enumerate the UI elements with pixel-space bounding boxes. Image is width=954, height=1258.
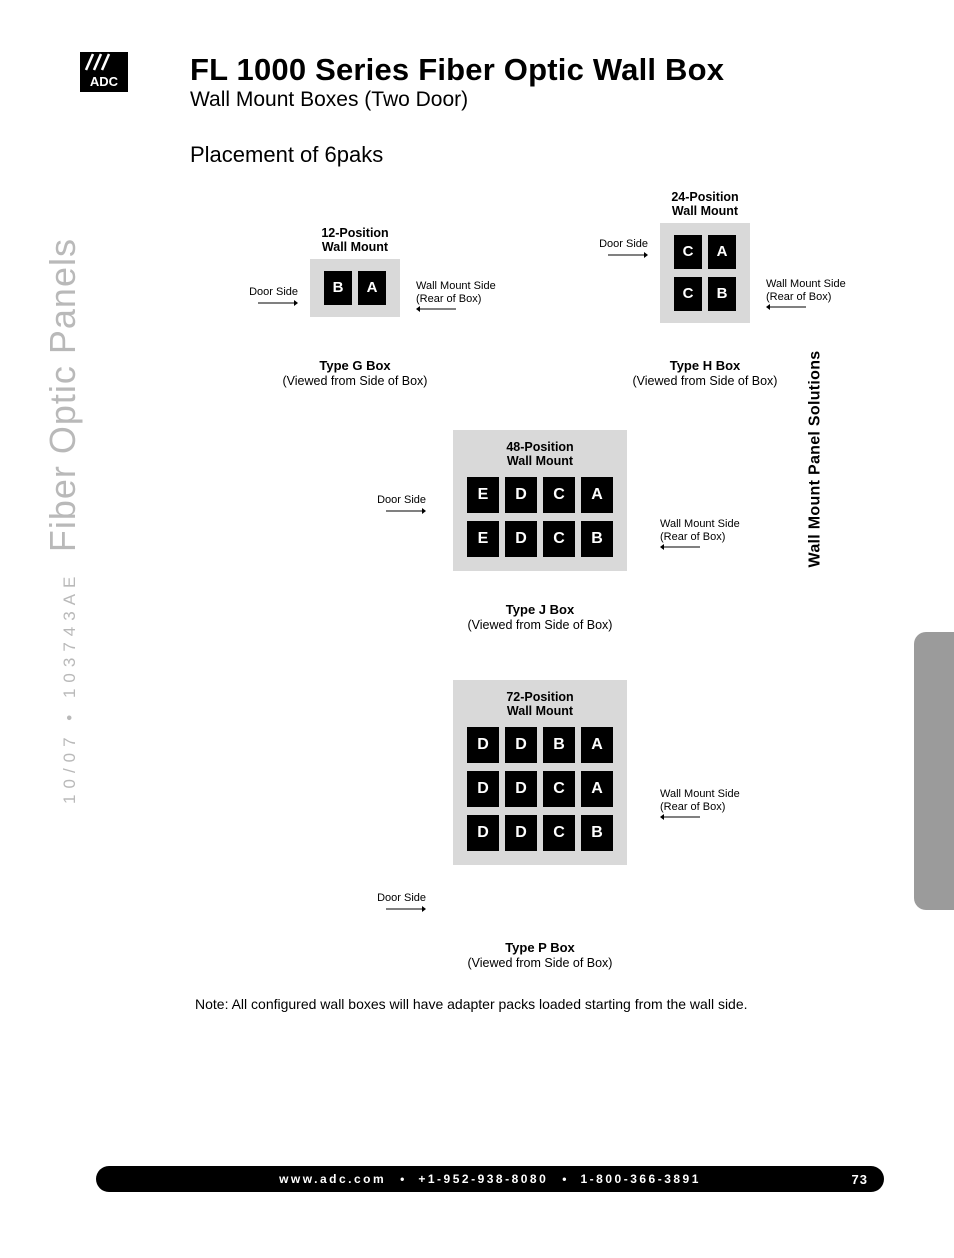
slot: D [467,815,499,851]
door-side-label: Door Side [360,892,426,913]
diagram-type-g: 12-Position Wall Mount B A [300,226,410,317]
mount-title: 12-Position Wall Mount [300,226,410,255]
caption-j: Type J Box(Viewed from Side of Box) [445,596,635,632]
diagram-type-h: 24-Position Wall Mount C A C B [650,190,760,323]
caption-g: Type G Box(Viewed from Side of Box) [260,352,450,388]
slot: E [467,477,499,513]
side-section-label: Wall Mount Panel Solutions [807,351,825,568]
slot: E [467,521,499,557]
wall-side-label: Wall Mount Side(Rear of Box) [416,280,496,313]
side-catalog-code: 10/07 • 103743AE [60,571,79,804]
mount-title: 72-Position Wall Mount [467,690,613,719]
section-heading: Placement of 6paks [190,142,383,168]
slot: D [505,815,537,851]
page-subtitle: Wall Mount Boxes (Two Door) [190,88,468,112]
footer-url: www.adc.com [279,1172,386,1186]
page-number: 73 [852,1172,868,1187]
caption-p: Type P Box(Viewed from Side of Box) [445,934,635,970]
diagram-type-j: 48-Position Wall Mount E D C A E D C B [440,430,640,571]
slot: C [543,815,575,851]
slot: D [505,477,537,513]
side-tab [914,632,954,910]
mount-title: 48-Position Wall Mount [467,440,613,469]
slot: B [708,277,736,311]
slot: A [708,235,736,269]
slot: A [581,477,613,513]
side-catalog-title: Fiber Optic Panels [42,238,83,552]
slot: B [581,815,613,851]
slot: C [543,771,575,807]
footer-phone2: 1-800-366-3891 [581,1172,701,1186]
slot: B [581,521,613,557]
slot: C [543,477,575,513]
page-title: FL 1000 Series Fiber Optic Wall Box [190,52,724,88]
wall-side-label: Wall Mount Side(Rear of Box) [660,788,740,821]
footer-phone1: +1-952-938-8080 [418,1172,548,1186]
gray-box: 72-Position Wall Mount D D B A D D C A D… [453,680,627,865]
gray-box: 48-Position Wall Mount E D C A E D C B [453,430,627,571]
wall-side-label: Wall Mount Side(Rear of Box) [660,518,740,551]
svg-text:ADC: ADC [90,74,119,89]
slot: C [543,521,575,557]
footer-bar: www.adc.com • +1-952-938-8080 • 1-800-36… [96,1166,884,1192]
slot: C [674,235,702,269]
adc-logo: ADC [80,52,128,92]
slot: B [543,727,575,763]
side-catalog-text: 10/07 • 103743AE Fiber Optic Panels [42,238,84,804]
door-side-label: Door Side [360,494,426,515]
door-side-label: Door Side [232,286,298,307]
diagram-type-p: 72-Position Wall Mount D D B A D D C A D… [440,680,640,865]
slot: A [358,271,386,305]
wall-side-label: Wall Mount Side(Rear of Box) [766,278,846,311]
slot: C [674,277,702,311]
slot: B [324,271,352,305]
slot: A [581,771,613,807]
slot: D [467,771,499,807]
door-side-label: Door Side [582,238,648,259]
mount-title: 24-Position Wall Mount [650,190,760,219]
slot: D [505,521,537,557]
slot: A [581,727,613,763]
slot: D [505,727,537,763]
gray-box: C A C B [660,223,750,323]
slot: D [467,727,499,763]
gray-box: B A [310,259,400,317]
footnote: Note: All configured wall boxes will hav… [195,996,748,1012]
caption-h: Type H Box(Viewed from Side of Box) [610,352,800,388]
slot: D [505,771,537,807]
